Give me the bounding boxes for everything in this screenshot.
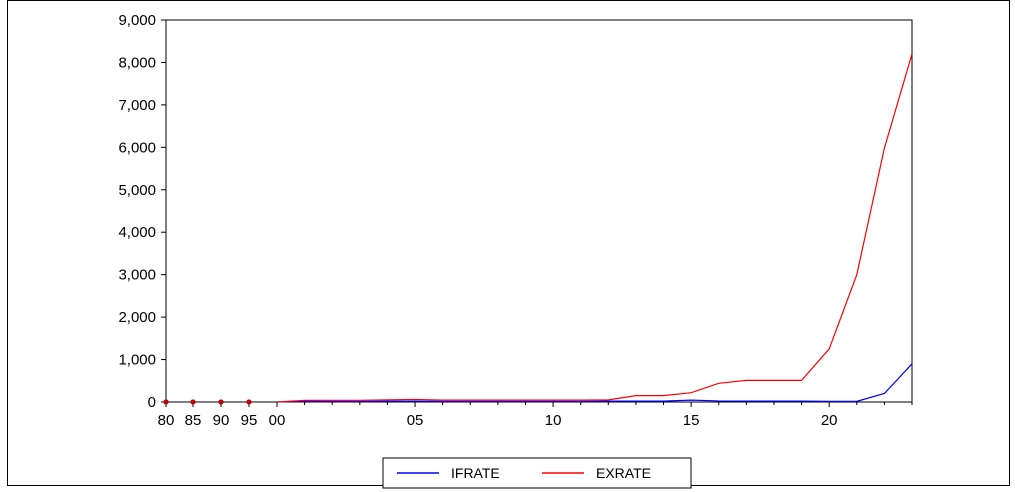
y-tick-label: 7,000 bbox=[118, 97, 156, 114]
y-tick-label: 6,000 bbox=[118, 139, 156, 156]
y-tick-label: 8,000 bbox=[118, 54, 156, 71]
y-tick-label: 0 bbox=[148, 394, 156, 411]
y-tick-label: 4,000 bbox=[118, 224, 156, 241]
data-point bbox=[246, 399, 252, 405]
y-tick-label: 2,000 bbox=[118, 309, 156, 326]
legend-label: EXRATE bbox=[596, 465, 651, 481]
x-tick-label: 80 bbox=[158, 412, 175, 429]
x-tick-label: 85 bbox=[185, 412, 202, 429]
plot-area bbox=[165, 19, 913, 403]
x-tick-label: 20 bbox=[821, 412, 838, 429]
series-line-exrate bbox=[276, 53, 913, 403]
x-tick-label: 00 bbox=[269, 412, 286, 429]
series-line-ifrate bbox=[276, 363, 913, 403]
legend-label: IFRATE bbox=[451, 465, 500, 481]
y-tick-label: 9,000 bbox=[118, 12, 156, 29]
x-tick-label: 15 bbox=[683, 412, 700, 429]
y-tick-label: 3,000 bbox=[118, 267, 156, 284]
chart-frame bbox=[7, 0, 1010, 486]
x-tick-label: 05 bbox=[407, 412, 424, 429]
x-tick-label: 10 bbox=[545, 412, 562, 429]
data-point bbox=[163, 399, 169, 405]
data-point bbox=[218, 399, 224, 405]
data-point bbox=[190, 399, 196, 405]
x-tick-label: 95 bbox=[241, 412, 258, 429]
y-tick-label: 5,000 bbox=[118, 182, 156, 199]
y-tick-label: 1,000 bbox=[118, 352, 156, 369]
x-tick-label: 90 bbox=[213, 412, 230, 429]
